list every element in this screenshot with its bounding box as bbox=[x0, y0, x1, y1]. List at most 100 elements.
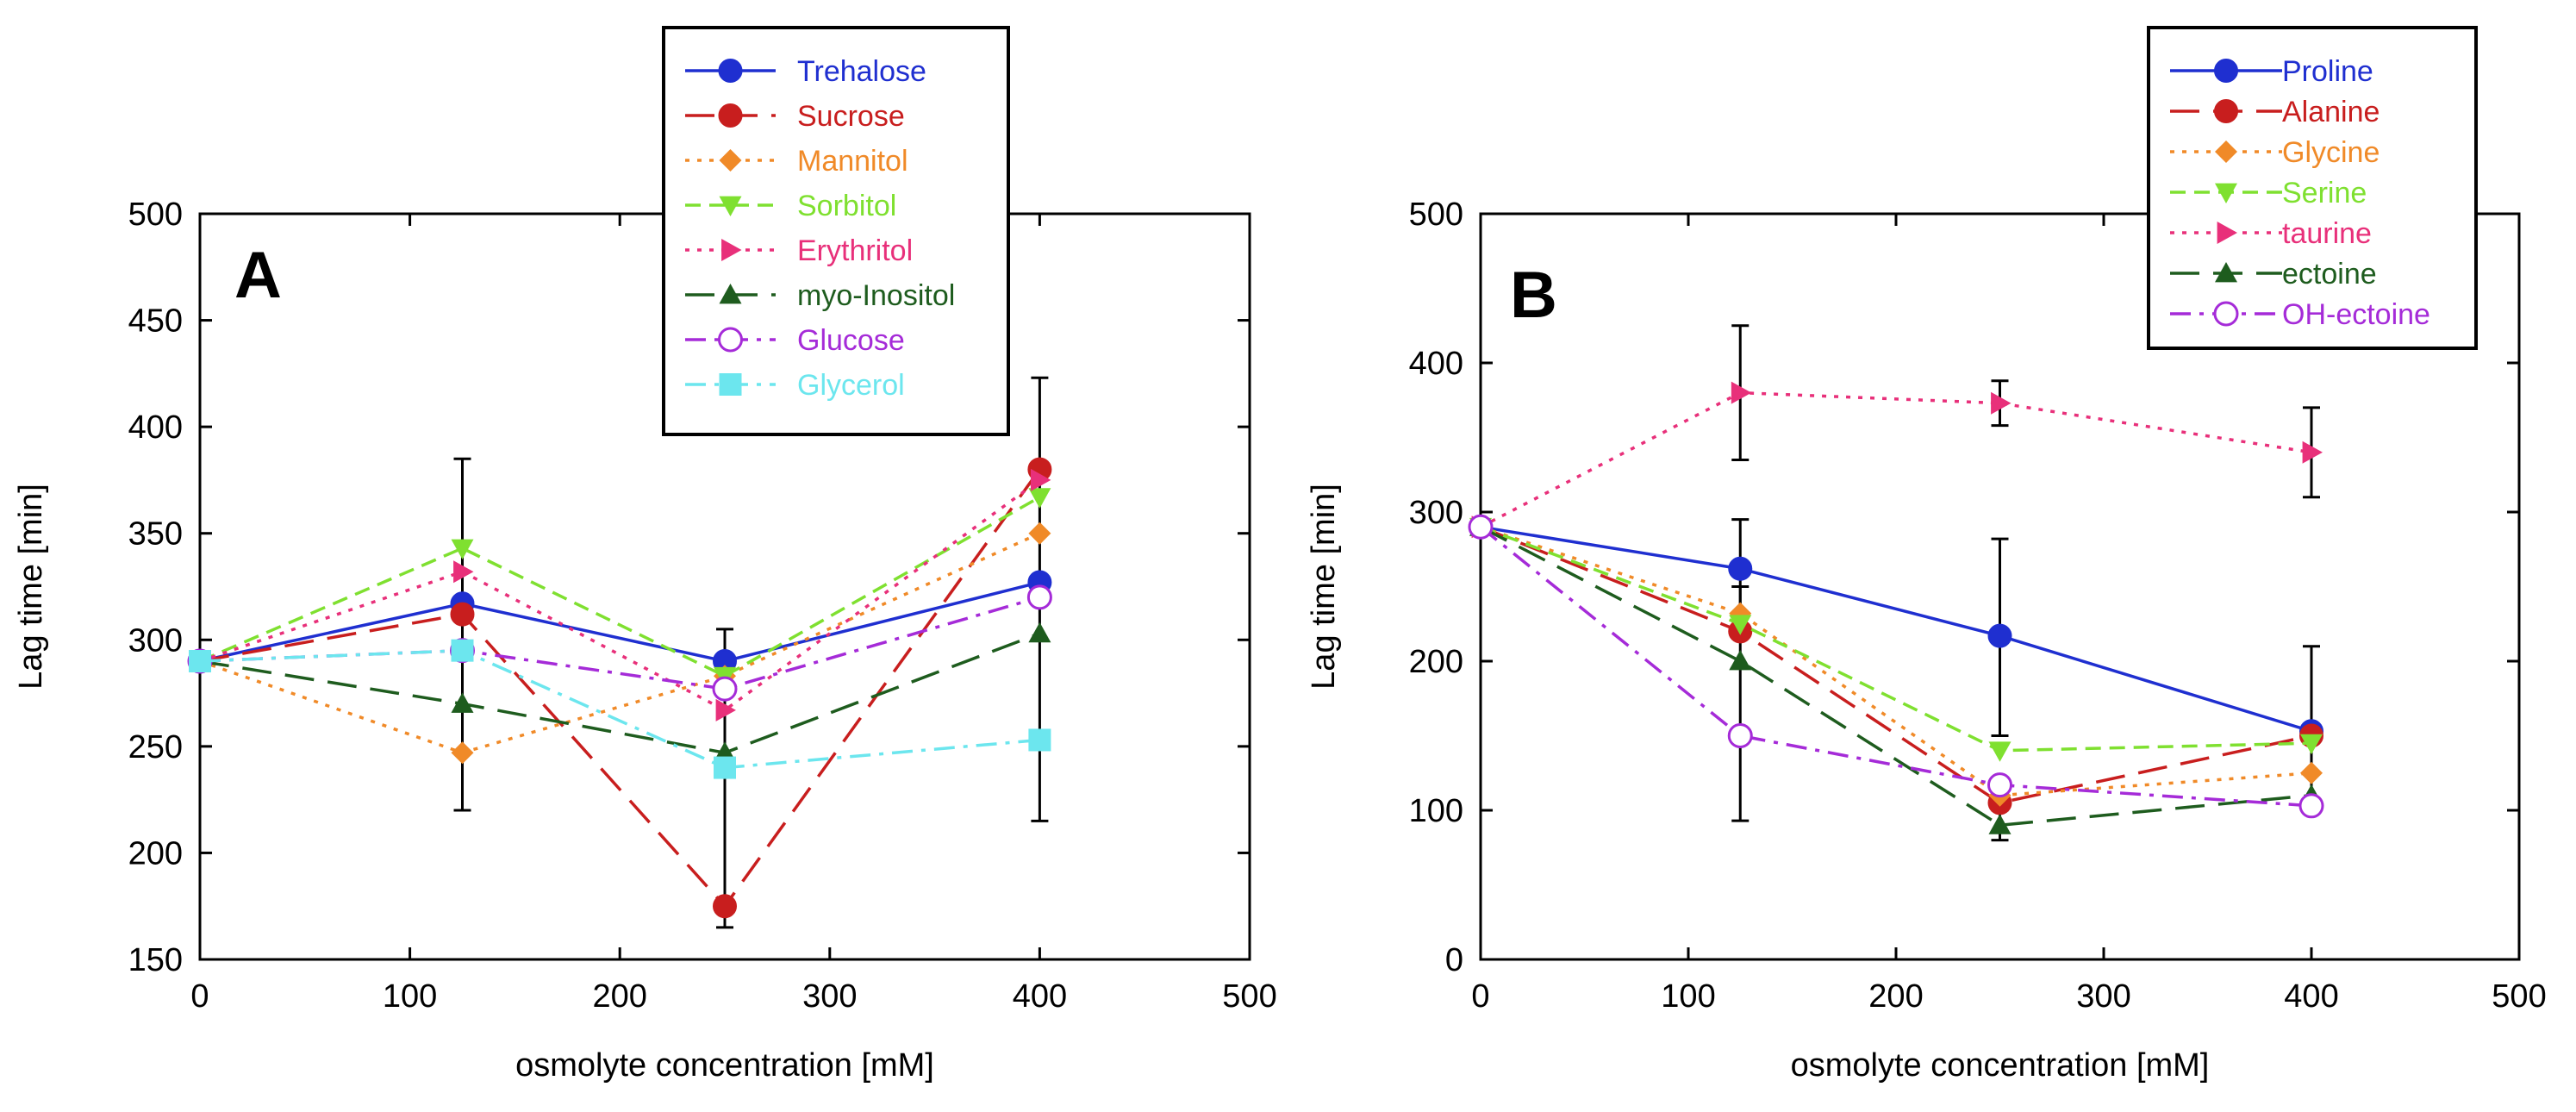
panel-b-legend-proline-marker bbox=[2214, 59, 2238, 83]
panel-b-y-tick-label: 100 bbox=[1409, 793, 1463, 829]
panel-b-y-axis-label: Lag time [min] bbox=[1306, 484, 1342, 690]
panel-b-plot-frame bbox=[1479, 212, 2521, 961]
panel-a-legend-sucrose-marker bbox=[718, 103, 743, 128]
panel-a-series-glycerol-line bbox=[199, 648, 1040, 770]
panel-b-series-taurine-line bbox=[1480, 390, 2312, 528]
panel-b-series-serine-point bbox=[2300, 734, 2323, 755]
panel-a-x-tick-label: 0 bbox=[190, 978, 209, 1015]
panel-a-legend-trehalose-label: Trehalose bbox=[797, 55, 926, 88]
panel-a-legend-glycerol-marker bbox=[719, 373, 742, 396]
panel-b-legend-ectoine-label: ectoine bbox=[2282, 258, 2377, 290]
panel-a-series-sucrose-point bbox=[713, 894, 737, 919]
panel-b-x-tick-label: 500 bbox=[2492, 978, 2546, 1015]
panel-a-legend-sorbitol-label: Sorbitol bbox=[797, 190, 896, 222]
panel-b-series-oh-ectoine-point bbox=[2298, 793, 2324, 819]
panel-a-series-myo-inositol-line bbox=[199, 632, 1041, 755]
panel-a-y-tick-label: 500 bbox=[128, 197, 183, 233]
panel-b-series-serine-line bbox=[1480, 525, 2312, 753]
panel-b-x-tick-label: 400 bbox=[2284, 978, 2338, 1015]
panel-a-series-glycerol-point bbox=[1028, 728, 1051, 752]
panel-a-series-mannitol-point bbox=[451, 741, 474, 765]
panel-b-legend-alanine-marker bbox=[2214, 99, 2238, 123]
panel-b-y-tick-label: 400 bbox=[1409, 346, 1463, 382]
panel-a-legend-glycerol-label: Glycerol bbox=[797, 369, 905, 402]
panel-b-series-serine-point bbox=[1988, 741, 2012, 762]
panel-b-series-alanine-line bbox=[1480, 525, 2312, 805]
panel-b-series-glycine-point bbox=[2300, 761, 2323, 784]
panel-b-legend-taurine-label: taurine bbox=[2282, 217, 2372, 250]
panel-b-x-tick-label: 0 bbox=[1471, 978, 1489, 1015]
panel-b-x-axis-label: osmolyte concentration [mM] bbox=[1791, 1047, 2210, 1084]
panel-a-series-erythritol-point bbox=[715, 698, 736, 722]
panel-a-y-tick-label: 200 bbox=[128, 835, 183, 871]
panel-a-legend-trehalose-marker bbox=[718, 59, 743, 83]
panel-b-legend-glycine-marker bbox=[2215, 141, 2237, 163]
panel-a-series-myo-inositol-point bbox=[451, 692, 474, 713]
panel-b-legend-taurine-marker bbox=[2217, 222, 2237, 244]
panel-a-x-tick-label: 100 bbox=[383, 978, 437, 1015]
panel-a-series-sorbitol-line bbox=[199, 496, 1041, 678]
panel-a-series-myo-inositol-point bbox=[1028, 622, 1051, 643]
panel-a-series-glucose-point bbox=[712, 676, 738, 702]
panel-a-series-erythritol-line bbox=[199, 478, 1041, 712]
panel-b-y-tick-label: 500 bbox=[1409, 197, 1463, 233]
panel-b-legend-oh-ectoine-marker bbox=[2213, 301, 2239, 327]
panel-a-legend-glucose-marker bbox=[718, 327, 743, 353]
panel-a-legend-mannitol-marker bbox=[719, 149, 742, 172]
panel-a-y-tick-label: 250 bbox=[128, 729, 183, 765]
panel-a-x-tick-label: 500 bbox=[1222, 978, 1276, 1015]
panel-a-series-sorbitol-point bbox=[451, 539, 474, 560]
panel-b-x-tick-label: 200 bbox=[1868, 978, 1923, 1015]
panel-b-y-tick-label: 300 bbox=[1409, 495, 1463, 531]
panel-b-series-serine-point bbox=[1729, 615, 1752, 635]
panel-b-series-taurine-point bbox=[2302, 440, 2323, 464]
panel-a-legend-box bbox=[662, 26, 1010, 436]
panel-a-x-axis-label: osmolyte concentration [mM] bbox=[515, 1047, 934, 1084]
panel-a-series-mannitol-line bbox=[199, 532, 1041, 755]
panel-b-series-oh-ectoine-line bbox=[1479, 525, 2312, 808]
panel-b-legend-glycine-label: Glycine bbox=[2282, 136, 2380, 169]
panel-a-legend-mannitol-label: Mannitol bbox=[797, 145, 908, 178]
panel-b-series-oh-ectoine-point bbox=[1987, 772, 2012, 798]
panel-a-legend-sorbitol-marker bbox=[719, 196, 742, 216]
panel-a-series-glycerol-point bbox=[189, 650, 211, 672]
panel-b-series-proline-line bbox=[1480, 525, 2312, 733]
panel-a-y-tick-label: 350 bbox=[128, 516, 183, 553]
panel-b-y-tick-label: 0 bbox=[1445, 942, 1463, 978]
panel-b-legend-box bbox=[2147, 26, 2478, 350]
panel-b-x-tick-label: 300 bbox=[2076, 978, 2130, 1015]
panel-a-series-erythritol-point bbox=[1031, 468, 1051, 491]
panel-b-legend-proline-label: Proline bbox=[2282, 55, 2373, 88]
panel-a-series-mannitol-point bbox=[1028, 522, 1051, 545]
panel-b-legend-alanine-label: Alanine bbox=[2282, 96, 2380, 128]
panel-b-series-proline-point bbox=[1987, 623, 2012, 648]
panel-a-panel-label: A bbox=[234, 239, 282, 312]
panel-b-panel-label: B bbox=[1510, 259, 1557, 332]
panel-a-y-tick-label: 300 bbox=[128, 622, 183, 659]
panel-a-legend-myo-inositol-marker bbox=[719, 284, 742, 304]
panel-a-series-sucrose-line bbox=[199, 468, 1041, 909]
panel-a-x-tick-label: 200 bbox=[592, 978, 646, 1015]
panel-b-series-glycine-line bbox=[1480, 525, 2312, 797]
panel-b-series-taurine-point bbox=[1731, 381, 1752, 404]
panel-b-y-tick-label: 200 bbox=[1409, 644, 1463, 680]
panel-a-series-glucose-point bbox=[1026, 584, 1052, 610]
panel-a-x-tick-label: 300 bbox=[802, 978, 857, 1015]
panel-b-series-taurine-point bbox=[1991, 391, 2012, 415]
panel-a-legend-sucrose-label: Sucrose bbox=[797, 100, 905, 133]
panel-a-legend-erythritol-label: Erythritol bbox=[797, 234, 913, 267]
panel-a-y-axis-label: Lag time [min] bbox=[13, 484, 49, 690]
panel-a-series-sucrose-point bbox=[450, 602, 475, 627]
panel-a-legend-myo-inositol-label: myo-Inositol bbox=[797, 279, 955, 312]
panel-b-series-ectoine-point bbox=[1988, 814, 2012, 834]
panel-b-series-ectoine-line bbox=[1480, 525, 2312, 828]
panel-b-legend-serine-label: Serine bbox=[2282, 177, 2367, 209]
panel-b-series-ectoine-point bbox=[1729, 650, 1752, 671]
panel-b-series-oh-ectoine-point bbox=[1727, 723, 1753, 748]
panel-a-series-glycerol-point bbox=[714, 756, 736, 779]
panel-a-y-tick-label: 150 bbox=[128, 942, 183, 978]
panel-a-y-tick-label: 400 bbox=[128, 409, 183, 446]
panel-a-series-glycerol-point bbox=[451, 639, 474, 662]
panel-a-y-tick-label: 450 bbox=[128, 303, 183, 340]
